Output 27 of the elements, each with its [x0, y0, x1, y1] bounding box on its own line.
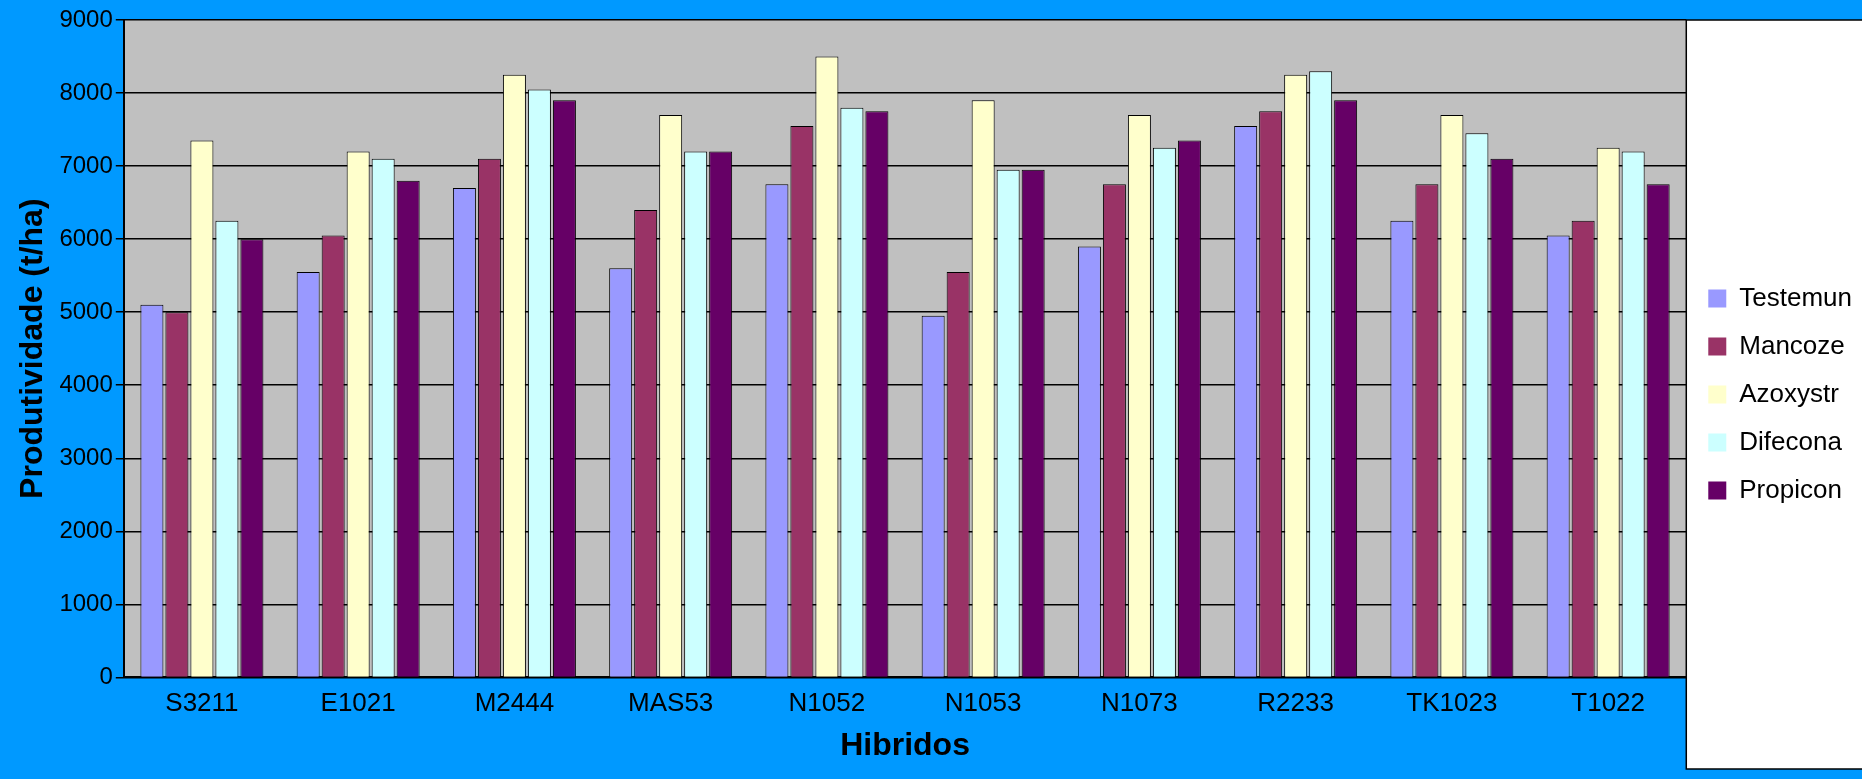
y-tick-label: 9000: [59, 4, 113, 32]
x-tick-label: N1053: [944, 687, 1022, 718]
y-tick-label: 2000: [59, 515, 113, 543]
y-tick-label: 7000: [59, 150, 113, 178]
x-tick-label: N1073: [1101, 687, 1178, 718]
x-axis-title: Hibridos: [840, 725, 970, 762]
y-tick-label: 3000: [59, 442, 113, 470]
x-tick-label: M2444: [474, 687, 555, 718]
legend-label: Azoxystr: [1739, 377, 1840, 408]
legend-label: Propicon: [1739, 473, 1842, 504]
legend-label: Mancoze: [1739, 329, 1845, 360]
x-tick-label: S3211: [165, 687, 239, 718]
y-tick-label: 8000: [59, 77, 113, 105]
x-tick-label: TK1023: [1406, 687, 1498, 718]
x-tick-label: R2233: [1257, 687, 1334, 718]
legend-label: Difecona: [1739, 425, 1843, 456]
x-tick-label: T1022: [1571, 687, 1646, 718]
x-tick-label: MAS53: [628, 687, 714, 718]
y-tick-label: 1000: [59, 588, 113, 616]
y-tick-label: 5000: [59, 296, 113, 324]
y-axis-title: Produtividade (t/ha): [13, 198, 50, 499]
x-tick-label: E1021: [320, 687, 396, 718]
legend-label: Testemun: [1739, 281, 1853, 312]
y-tick-label: 4000: [59, 369, 113, 397]
y-tick-label: 6000: [59, 223, 113, 251]
x-tick-label: N1052: [788, 687, 866, 718]
y-tick-label: 0: [99, 662, 113, 690]
